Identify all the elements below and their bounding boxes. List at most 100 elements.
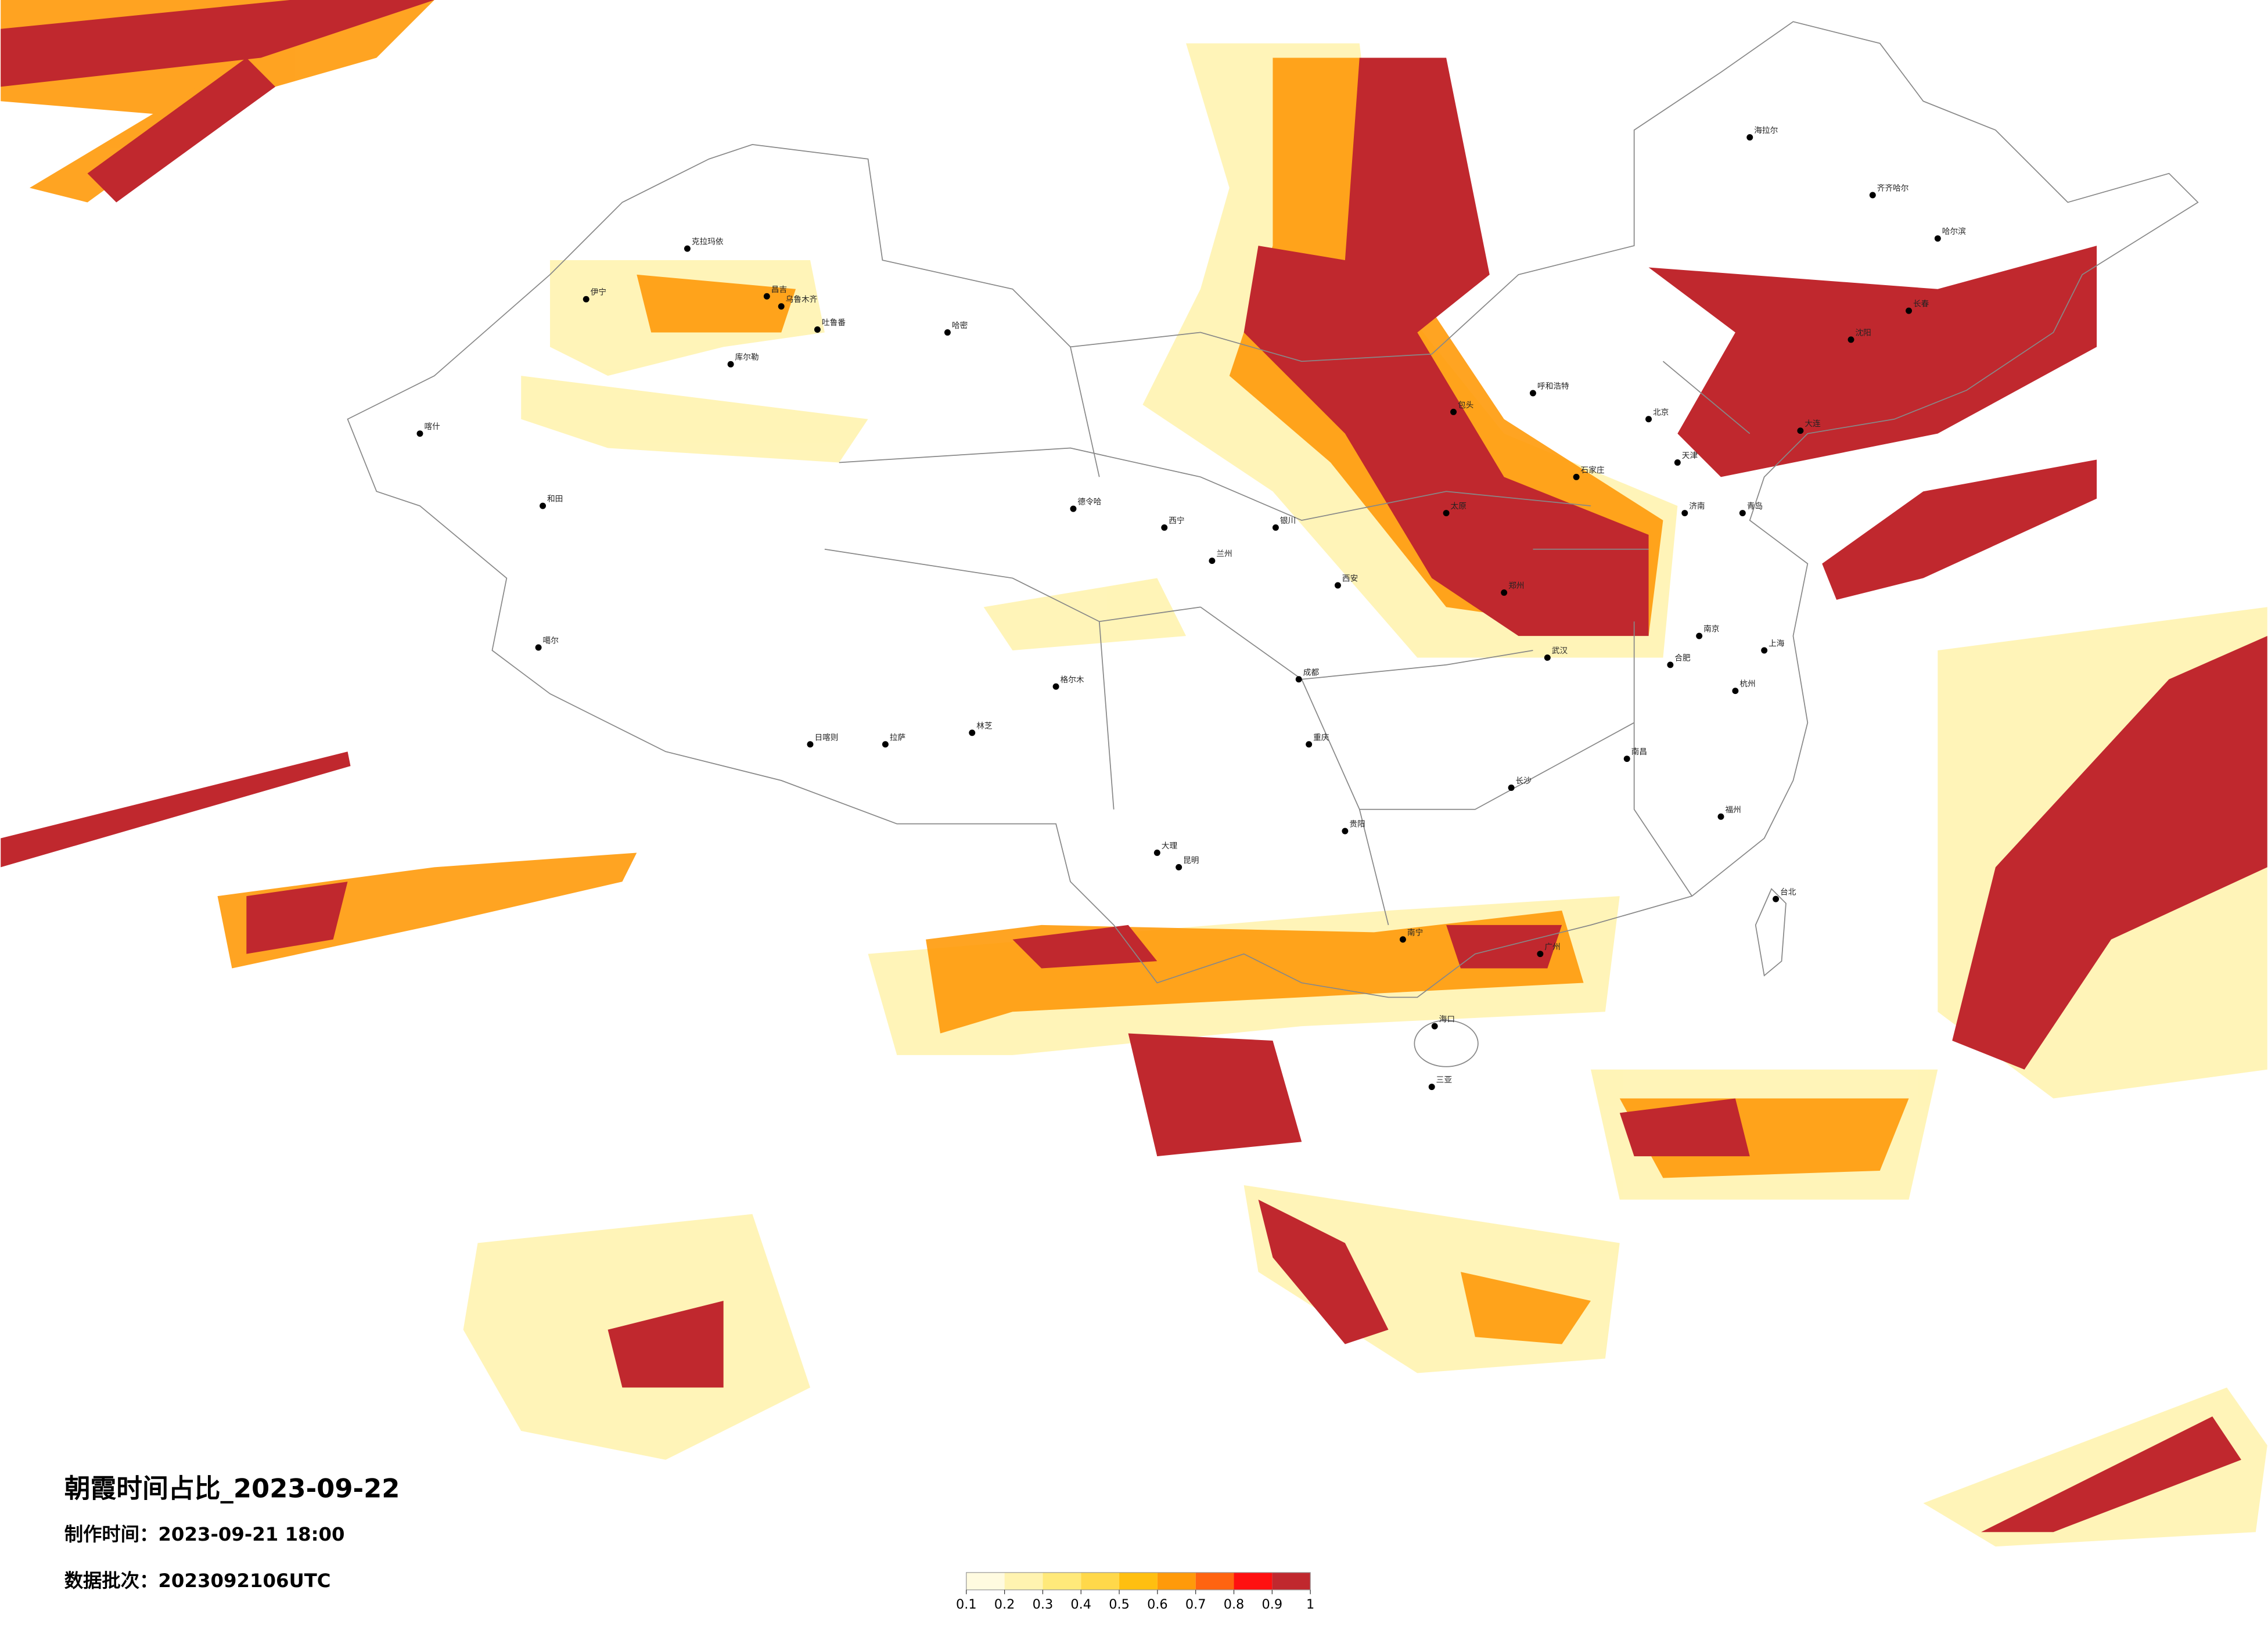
city-label: 乌鲁木齐 [786, 295, 818, 304]
city-dot [1544, 654, 1551, 661]
city-label: 贵阳 [1349, 820, 1365, 829]
city-label: 重庆 [1313, 733, 1329, 742]
colorbar-label: 0.1 [956, 1597, 977, 1612]
colorbar-label: 0.2 [994, 1597, 1015, 1612]
city-label: 广州 [1544, 942, 1560, 952]
colorbar-swatch [1195, 1572, 1234, 1590]
city-label: 郑州 [1508, 581, 1524, 591]
city-label: 昆明 [1183, 856, 1199, 865]
city-dot [1295, 676, 1302, 683]
colorbar-swatch [966, 1572, 1005, 1590]
city-label: 兰州 [1216, 549, 1232, 559]
city-dot [1508, 784, 1515, 791]
city-dot [1428, 1084, 1435, 1091]
city-label: 合肥 [1674, 653, 1691, 663]
city-dot [1732, 688, 1739, 695]
city-label: 哈尔滨 [1942, 227, 1966, 236]
data-batch: 数据批次：2023092106UTC [64, 1570, 331, 1592]
colorbar-label: 0.5 [1109, 1597, 1130, 1612]
city-dot [1529, 390, 1536, 397]
city-dot [1573, 473, 1580, 480]
city-label: 伊宁 [591, 287, 606, 297]
city-dot [684, 245, 691, 252]
colorbar-label: 0.3 [1033, 1597, 1054, 1612]
city-dot [944, 329, 951, 336]
colorbar-label: 0.9 [1262, 1597, 1283, 1612]
city-label: 太原 [1451, 502, 1467, 511]
city-dot [1797, 427, 1804, 434]
city-dot [1623, 756, 1630, 762]
city-dot [1739, 510, 1746, 517]
colorbar-swatch [1119, 1572, 1158, 1590]
city-dot [535, 644, 542, 651]
colorbar-swatch [1043, 1572, 1081, 1590]
city-label: 台北 [1780, 888, 1796, 897]
city-dot [1645, 416, 1652, 423]
city-dot [1848, 336, 1854, 343]
city-label: 福州 [1725, 805, 1741, 815]
city-dot [1501, 589, 1508, 596]
colorbar-swatch [1272, 1572, 1311, 1590]
city-label: 德令哈 [1077, 498, 1101, 507]
city-dot [1431, 1023, 1438, 1030]
city-label: 成都 [1303, 668, 1320, 677]
city-dot [1681, 510, 1688, 517]
city-dot [1334, 582, 1341, 589]
city-dot [1399, 936, 1406, 943]
city-dot [1667, 661, 1674, 668]
colorbar-swatch [1234, 1572, 1273, 1590]
boundaries [347, 21, 2199, 1067]
city-dot [1443, 510, 1450, 517]
city-dot [1696, 632, 1703, 639]
city-dot [1209, 557, 1216, 564]
city-label: 上海 [1769, 639, 1785, 649]
city-label: 武汉 [1552, 646, 1568, 656]
city-dot [1161, 524, 1168, 531]
city-label: 呼和浩特 [1537, 382, 1569, 391]
city-label: 噶尔 [543, 636, 559, 646]
city-label: 大理 [1162, 841, 1178, 851]
city-label: 长沙 [1516, 776, 1532, 786]
city-dot [1761, 647, 1768, 654]
city-dot [1906, 307, 1913, 314]
city-dot [1306, 741, 1313, 748]
city-label: 南京 [1703, 625, 1719, 634]
city-label: 青岛 [1747, 502, 1763, 511]
heat-red [1, 0, 2267, 1533]
city-dot [1717, 813, 1724, 820]
colorbar-label: 0.6 [1147, 1597, 1168, 1612]
city-label: 克拉玛依 [692, 238, 724, 247]
city-dot [814, 326, 821, 333]
city-dot [969, 729, 976, 736]
colorbar-label: 0.4 [1070, 1597, 1091, 1612]
city-label: 济南 [1689, 502, 1705, 511]
city-dot [1674, 459, 1681, 466]
city-dot [1272, 524, 1279, 531]
city-dot [1176, 864, 1182, 870]
made-time: 制作时间：2023-09-21 18:00 [64, 1523, 345, 1545]
colorbar-swatch [1004, 1572, 1043, 1590]
city-label: 格尔木 [1061, 675, 1084, 685]
city-label: 杭州 [1739, 679, 1755, 689]
city-label: 天津 [1682, 451, 1698, 461]
colorbar-swatch [1081, 1572, 1120, 1590]
city-dot [807, 741, 814, 748]
city-dot [1052, 683, 1059, 690]
city-label: 西安 [1342, 574, 1358, 584]
city-dot [882, 741, 889, 748]
city-label: 长春 [1913, 300, 1929, 309]
city-label: 和田 [547, 495, 563, 504]
city-label: 三亚 [1436, 1075, 1453, 1085]
city-dot [727, 361, 734, 368]
colorbar-label: 0.7 [1185, 1597, 1206, 1612]
city-dot [1450, 408, 1457, 415]
city-label: 沈阳 [1855, 328, 1871, 337]
city-dot [763, 293, 770, 300]
city-label: 喀什 [424, 422, 440, 431]
city-label: 包头 [1458, 401, 1473, 410]
city-dot [1869, 192, 1876, 199]
city-label: 日喀则 [814, 733, 838, 742]
city-dot [1070, 505, 1077, 512]
